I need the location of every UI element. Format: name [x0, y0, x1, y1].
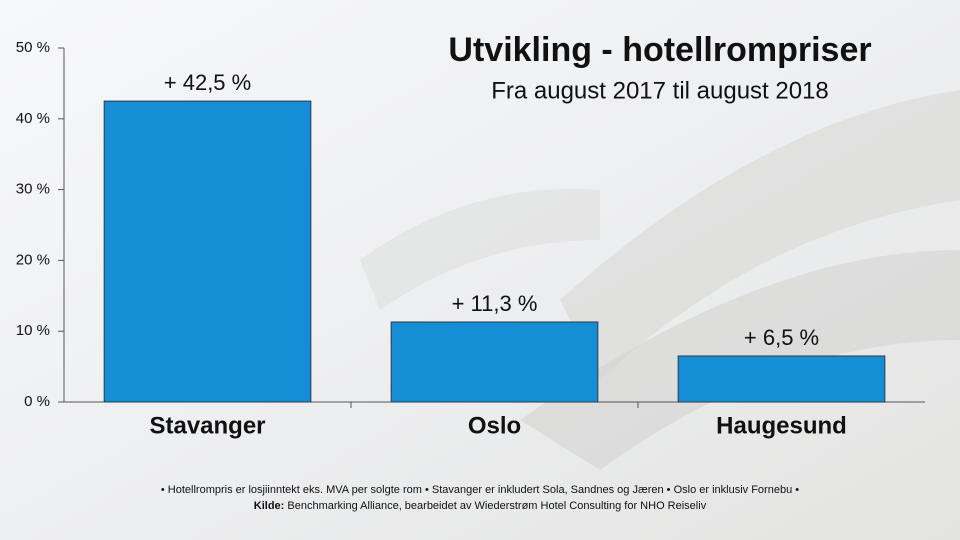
y-tick-label: 30 % — [16, 181, 50, 198]
value-label: + 42,5 % — [164, 70, 251, 95]
y-tick-label: 20 % — [16, 251, 50, 268]
x-tick-label: Oslo — [468, 412, 521, 439]
chart-subtitle: Fra august 2017 til august 2018 — [491, 77, 829, 104]
x-tick-label: Stavanger — [149, 412, 265, 439]
source: Benchmarking Alliance, bearbeidet av Wie… — [287, 500, 706, 512]
background-shape — [560, 90, 960, 380]
footnote: • Hotellrompris er losjiinntekt eks. MVA… — [161, 484, 799, 496]
y-tick-label: 0 % — [24, 393, 50, 410]
value-label: + 11,3 % — [452, 291, 538, 316]
y-tick-label: 50 % — [16, 39, 50, 56]
bar — [677, 355, 886, 403]
source-line: Kilde: Benchmarking Alliance, bearbeidet… — [254, 500, 707, 512]
source-label: Kilde: — [254, 500, 285, 512]
background-shape — [360, 188, 600, 310]
value-label: + 6,5 % — [744, 325, 819, 350]
bar — [103, 100, 312, 403]
chart-title: Utvikling - hotellrompriser — [448, 31, 871, 69]
y-tick-label: 40 % — [16, 110, 50, 127]
bar — [390, 321, 599, 403]
y-tick-label: 10 % — [16, 322, 50, 339]
x-tick-label: Haugesund — [716, 412, 847, 439]
